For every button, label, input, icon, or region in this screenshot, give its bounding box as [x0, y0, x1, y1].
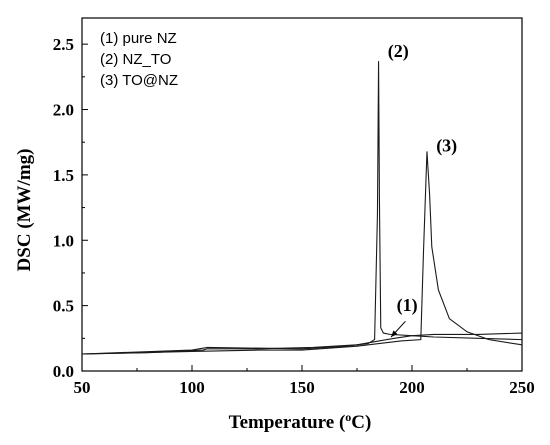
series-line-3	[81, 151, 523, 355]
annotation-arrow-head	[391, 330, 398, 338]
plot-frame	[81, 17, 523, 372]
peak-label-2: (3)	[436, 135, 457, 156]
legend-entry-1: (1) pure NZ	[100, 30, 177, 47]
y-tick-label: 0.0	[53, 362, 74, 381]
series-line-1	[81, 332, 523, 355]
legend-entry-3: (3) TO@NZ	[100, 72, 178, 89]
series-line-2	[81, 61, 523, 355]
x-axis-title: Temperature (oC)	[229, 410, 372, 433]
peak-label-3: (1)	[397, 295, 418, 316]
x-tick-label: 100	[179, 378, 205, 397]
x-tick-label: 200	[399, 378, 425, 397]
legend: (1) pure NZ (2) NZ_TO (3) TO@NZ	[100, 30, 178, 89]
peak-label-1: (2)	[388, 41, 409, 62]
y-axis-title: DSC (MW/mg)	[14, 149, 35, 272]
x-tick-label: 150	[289, 378, 315, 397]
plot-area: 50 100 150 200 250 0.0 0.5 1.0 1.5 2.0 2.5 (2) (3) (1…	[53, 17, 535, 397]
x-tick-label: 50	[74, 378, 91, 397]
legend-entry-2: (2) NZ_TO	[100, 51, 171, 68]
y-tick-label: 1.0	[53, 231, 74, 250]
y-tick-label: 2.0	[53, 101, 74, 120]
y-tick-label: 2.5	[53, 35, 74, 54]
y-tick-label: 0.5	[53, 297, 74, 316]
x-tick-label: 250	[509, 378, 535, 397]
y-tick-label: 1.5	[53, 166, 74, 185]
